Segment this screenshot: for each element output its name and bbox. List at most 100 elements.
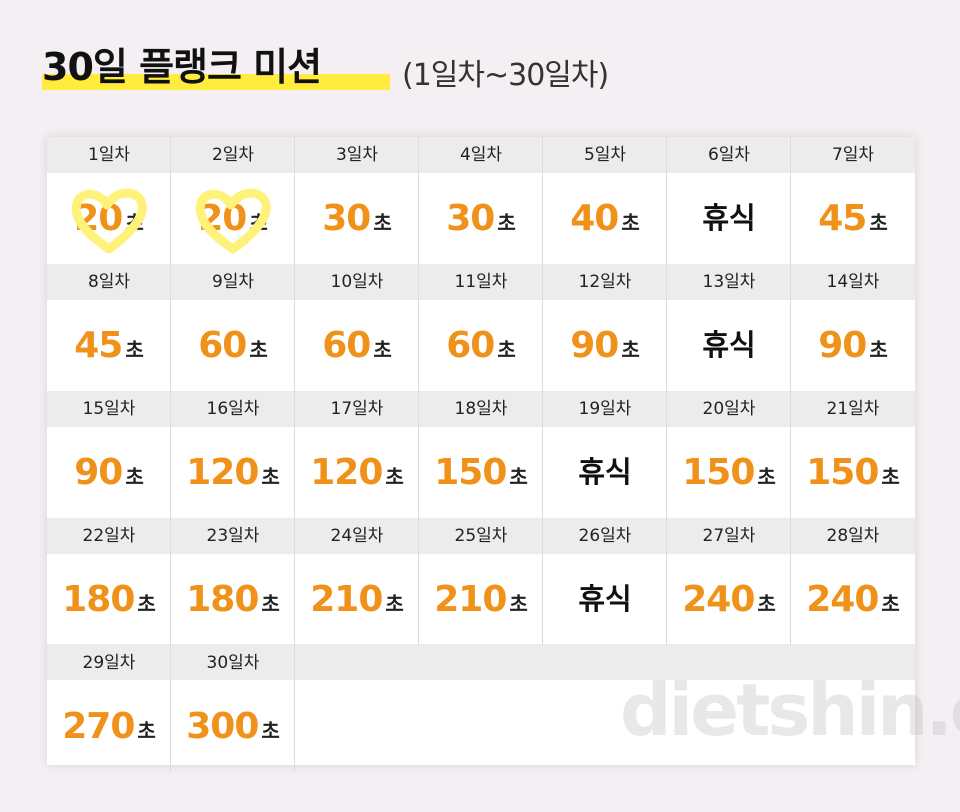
day-label: 14일차: [826, 272, 880, 292]
day-value: 30 초: [419, 173, 543, 264]
seconds-unit: 초: [869, 211, 888, 235]
day-value: 45 초: [791, 173, 915, 264]
seconds-unit: 초: [261, 719, 280, 743]
day-value: 휴식: [667, 300, 791, 391]
heart-doodle: [195, 188, 271, 254]
seconds-unit: 초: [249, 338, 268, 362]
day-value: 60 초: [171, 300, 295, 391]
day-cell: 27일차 240 초: [667, 518, 791, 645]
header: 30일 플랭크 미션: [42, 36, 390, 96]
seconds-value: 210: [310, 579, 383, 620]
seconds-value: 270: [62, 706, 135, 747]
day-cell: 15일차 90 초: [47, 391, 171, 518]
day-value: 45 초: [47, 300, 171, 391]
day-value: 180 초: [47, 554, 171, 645]
day-cell: 2일차 20 초: [171, 137, 295, 264]
seconds-unit: 초: [125, 338, 144, 362]
day-label: 17일차: [330, 399, 384, 419]
seconds-value: 90: [818, 325, 867, 366]
day-label: 18일차: [454, 399, 508, 419]
day-value: 150 초: [667, 427, 791, 518]
day-value: 300 초: [171, 681, 295, 772]
day-cell: 20일차 150 초: [667, 391, 791, 518]
day-label: 1일차: [87, 145, 131, 165]
day-cell: 7일차 45 초: [791, 137, 915, 264]
seconds-value: 60: [446, 325, 495, 366]
seconds-unit: 초: [509, 592, 528, 616]
seconds-unit: 초: [869, 338, 888, 362]
seconds-value: 150: [682, 452, 755, 493]
day-label: 16일차: [206, 399, 260, 419]
day-label: 25일차: [454, 526, 508, 546]
day-label: 27일차: [702, 526, 756, 546]
day-cell: 11일차 60 초: [419, 264, 543, 391]
seconds-value: 45: [74, 325, 123, 366]
day-cell: 12일차 90 초: [543, 264, 667, 391]
seconds-unit: 초: [137, 592, 156, 616]
seconds-value: 90: [74, 452, 123, 493]
day-label: 30일차: [206, 653, 260, 673]
day-label: 4일차: [459, 145, 503, 165]
day-cell: 5일차 40 초: [543, 137, 667, 264]
seconds-value: 300: [186, 706, 259, 747]
seconds-value: 90: [570, 325, 619, 366]
day-label: 21일차: [826, 399, 880, 419]
seconds-value: 240: [682, 579, 755, 620]
seconds-value: 30: [322, 198, 371, 239]
seconds-unit: 초: [497, 338, 516, 362]
day-label: 9일차: [211, 272, 255, 292]
day-label: 2일차: [211, 145, 255, 165]
seconds-value: 120: [186, 452, 259, 493]
day-value: 90 초: [47, 427, 171, 518]
day-value: 210 초: [419, 554, 543, 645]
day-label: 11일차: [454, 272, 508, 292]
day-label: 29일차: [82, 653, 136, 673]
seconds-value: 60: [198, 325, 247, 366]
day-label: 23일차: [206, 526, 260, 546]
day-label: 10일차: [330, 272, 384, 292]
seconds-unit: 초: [125, 465, 144, 489]
day-cell: 28일차 240 초: [791, 518, 915, 645]
seconds-value: 150: [434, 452, 507, 493]
seconds-unit: 초: [881, 592, 900, 616]
day-label: 20일차: [702, 399, 756, 419]
day-cell: 24일차 210 초: [295, 518, 419, 645]
day-value: 120 초: [295, 427, 419, 518]
header-band: [47, 391, 915, 427]
day-cell: 29일차 270 초: [47, 645, 171, 772]
rest-label: 휴식: [578, 582, 632, 616]
day-label: 22일차: [82, 526, 136, 546]
day-cell: 10일차 60 초: [295, 264, 419, 391]
day-value: 90 초: [543, 300, 667, 391]
day-cell: 30일차 300 초: [171, 645, 295, 772]
seconds-unit: 초: [261, 592, 280, 616]
day-value: 180 초: [171, 554, 295, 645]
day-label: 19일차: [578, 399, 632, 419]
day-cell: 6일차 휴식: [667, 137, 791, 264]
day-cell: 8일차 45 초: [47, 264, 171, 391]
seconds-unit: 초: [621, 211, 640, 235]
day-value: 60 초: [419, 300, 543, 391]
day-cell: 13일차 휴식: [667, 264, 791, 391]
seconds-unit: 초: [757, 592, 776, 616]
day-cell: 26일차 휴식: [543, 518, 667, 645]
day-cell: 22일차 180 초: [47, 518, 171, 645]
day-value: 210 초: [295, 554, 419, 645]
seconds-unit: 초: [385, 592, 404, 616]
header-band: [47, 644, 915, 680]
day-cell: 16일차 120 초: [171, 391, 295, 518]
day-cell: 25일차 210 초: [419, 518, 543, 645]
day-value: 150 초: [419, 427, 543, 518]
title: 30일 플랭크 미션: [42, 45, 322, 89]
rest-label: 휴식: [578, 455, 632, 489]
schedule-table: 1일차 20 초 2일차 20 초 3일차 30 초 4일차 30 초 5일차 40 초 6일차 휴식 7일차 45…: [47, 137, 915, 772]
seconds-unit: 초: [621, 338, 640, 362]
day-label: 5일차: [583, 145, 627, 165]
header-band: [47, 137, 915, 173]
day-value: 150 초: [791, 427, 915, 518]
seconds-value: 240: [806, 579, 879, 620]
seconds-unit: 초: [373, 211, 392, 235]
day-value: 90 초: [791, 300, 915, 391]
